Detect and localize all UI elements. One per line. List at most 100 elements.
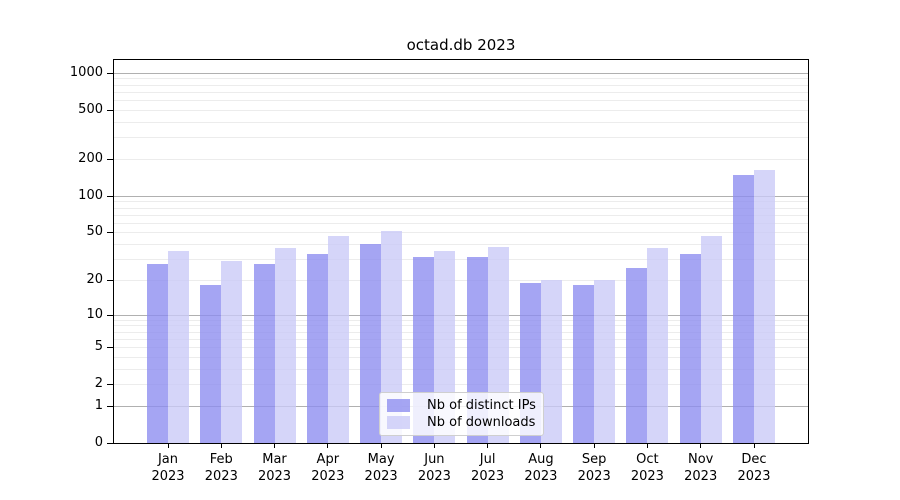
chart-title: octad.db 2023 [406, 36, 516, 54]
x-tick-mark [700, 444, 702, 448]
bar-distinct-ips [733, 175, 754, 443]
x-tick-month: Feb [209, 452, 233, 467]
y-tick-mark [107, 195, 113, 197]
y-tick-label: 5 [94, 338, 103, 354]
y-tick-mark [107, 443, 113, 444]
minor-gridline [114, 347, 808, 348]
x-tick-year: 2023 [630, 469, 664, 484]
x-tick-year: 2023 [151, 469, 185, 484]
minor-gridline [114, 109, 808, 111]
y-tick-mark [107, 279, 113, 281]
x-tick-mark [593, 444, 595, 448]
bar-distinct-ips [253, 264, 275, 443]
x-tick-month: May [367, 452, 395, 467]
bar-downloads [274, 248, 296, 443]
y-tick-mark [107, 384, 113, 386]
minor-gridline [114, 121, 808, 123]
major-gridline [114, 72, 808, 74]
y-tick-mark [107, 405, 113, 407]
x-tick-label: Dec 2023 [722, 451, 786, 485]
bar-distinct-ips [306, 254, 328, 443]
minor-gridline [114, 84, 808, 86]
minor-gridline [114, 325, 808, 327]
bar-downloads [594, 279, 616, 443]
bar-distinct-ips [679, 254, 701, 443]
major-gridline [114, 195, 808, 197]
legend-item: Nb of distinct IPs [387, 398, 537, 413]
y-tick-label: 2 [94, 376, 103, 392]
minor-gridline [114, 214, 808, 216]
x-tick-year: 2023 [577, 469, 611, 484]
legend-item: Nb of downloads [387, 415, 537, 430]
x-tick-mark [327, 444, 329, 448]
minor-gridline [114, 338, 808, 340]
legend-swatch [387, 416, 410, 429]
minor-gridline [114, 384, 808, 386]
x-tick-label: Mar 2023 [243, 451, 307, 485]
x-tick-year: 2023 [364, 469, 398, 484]
bar-downloads [327, 235, 349, 443]
y-tick-mark [107, 232, 113, 234]
x-tick-month: Jan [157, 452, 179, 467]
x-tick-year: 2023 [524, 469, 558, 484]
y-tick-label: 0 [94, 435, 103, 450]
minor-gridline [114, 137, 808, 139]
legend-swatch [387, 399, 410, 412]
y-tick-mark [107, 158, 113, 160]
bar-downloads [754, 169, 775, 443]
x-tick-mark [380, 444, 382, 448]
x-tick-mark [540, 444, 542, 448]
x-tick-year: 2023 [684, 469, 718, 484]
y-tick-mark [107, 314, 113, 316]
bar-distinct-ips [147, 264, 168, 443]
minor-gridline [114, 78, 808, 80]
x-tick-mark [487, 444, 489, 448]
y-tick-label: 500 [78, 101, 103, 117]
x-tick-mark [753, 444, 755, 448]
minor-gridline [114, 207, 808, 209]
minor-gridline [114, 331, 808, 333]
minor-gridline [114, 158, 808, 160]
minor-gridline [114, 91, 808, 93]
x-tick-mark [220, 444, 222, 448]
y-tick-mark [107, 347, 113, 348]
y-tick-mark [107, 72, 113, 74]
minor-gridline [114, 232, 808, 234]
bar-distinct-ips [360, 244, 382, 443]
x-tick-month: Jun [424, 452, 445, 467]
x-tick-label: Jun 2023 [402, 451, 466, 485]
x-tick-month: Jul [479, 452, 496, 467]
bar-distinct-ips [200, 285, 222, 443]
x-tick-year: 2023 [471, 469, 505, 484]
x-tick-label: May 2023 [349, 451, 413, 485]
minor-gridline [114, 244, 808, 245]
x-tick-year: 2023 [417, 469, 451, 484]
plot-area [113, 59, 809, 444]
x-tick-label: Apr 2023 [296, 451, 360, 485]
bar-downloads [381, 231, 403, 443]
bar-downloads [647, 248, 669, 443]
x-tick-year: 2023 [257, 469, 292, 484]
y-tick-mark [107, 109, 113, 111]
x-tick-label: Feb 2023 [189, 451, 253, 485]
legend-label: Nb of distinct IPs [427, 398, 536, 413]
legend: Nb of distinct IPs Nb of downloads [379, 392, 544, 436]
bars-layer [114, 60, 808, 443]
minor-gridline [114, 279, 808, 281]
x-tick-label: Nov 2023 [669, 451, 733, 485]
x-tick-month: Nov [688, 452, 714, 467]
minor-gridline [114, 222, 808, 224]
x-tick-month: Mar [262, 452, 287, 467]
bar-downloads [540, 279, 562, 443]
x-tick-label: Jul 2023 [456, 451, 520, 485]
minor-gridline [114, 368, 808, 370]
y-tick-label: 20 [86, 271, 103, 287]
minor-gridline [114, 356, 808, 358]
y-tick-label: 10 [86, 306, 103, 322]
bar-distinct-ips [626, 268, 648, 443]
legend-label: Nb of downloads [427, 415, 536, 430]
x-tick-mark [433, 444, 435, 448]
minor-gridline [114, 259, 808, 260]
x-tick-year: 2023 [204, 469, 238, 484]
